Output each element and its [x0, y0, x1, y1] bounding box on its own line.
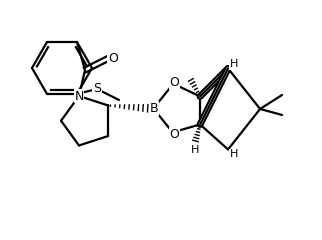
Text: B: B: [150, 102, 158, 115]
Text: O: O: [169, 76, 179, 89]
Text: O: O: [108, 52, 118, 65]
Text: S: S: [93, 83, 101, 96]
Text: N: N: [74, 90, 84, 102]
Text: H: H: [191, 145, 199, 156]
Text: H: H: [230, 60, 238, 69]
Text: H: H: [230, 150, 238, 159]
Text: O: O: [169, 128, 179, 141]
